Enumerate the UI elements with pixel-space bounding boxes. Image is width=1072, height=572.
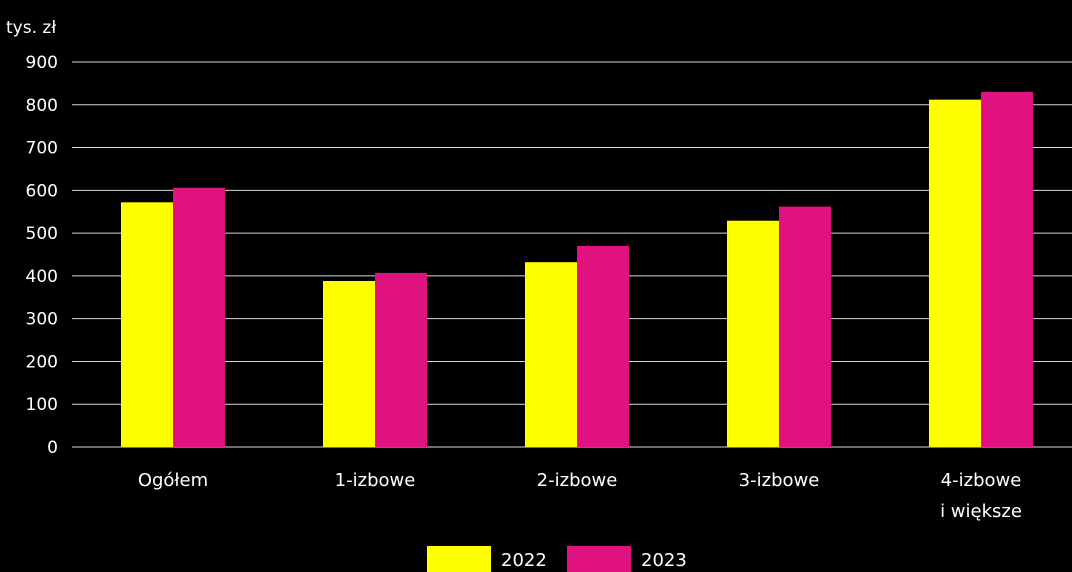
legend-swatch-2023 — [567, 546, 631, 572]
y-tick-label: 100 — [26, 395, 58, 415]
legend-swatch-2022 — [427, 546, 491, 572]
legend-label-2022: 2022 — [501, 550, 547, 571]
y-tick-label: 300 — [26, 310, 58, 330]
bar-2022-1 — [323, 281, 375, 447]
x-category-label: 1-izbowe — [335, 470, 416, 491]
bar-2023-1 — [375, 272, 427, 447]
y-tick-label: 700 — [26, 139, 58, 159]
bar-2023-3 — [779, 206, 831, 447]
bar-2023-0 — [173, 187, 225, 447]
y-tick-label: 0 — [47, 438, 58, 458]
y-axis-ticks: 0 100 200 300 400 500 600 700 800 900 — [26, 53, 58, 458]
bar-2022-4 — [929, 99, 981, 448]
bar-2022-0 — [121, 202, 173, 447]
bar-2023-2 — [577, 245, 629, 447]
bar-2022-3 — [727, 220, 779, 447]
y-tick-label: 200 — [26, 352, 58, 372]
x-category-label: 4-izbowe — [941, 470, 1022, 491]
y-tick-label: 400 — [26, 267, 58, 287]
y-tick-label: 800 — [26, 96, 58, 116]
x-category-label: 3-izbowe — [739, 470, 820, 491]
x-category-label: Ogółem — [138, 470, 208, 491]
y-tick-label: 600 — [26, 181, 58, 201]
x-axis-categories: Ogółem 1-izbowe 2-izbowe 3-izbowe 4-izbowe i … — [138, 470, 1022, 522]
bars — [121, 91, 1033, 448]
y-tick-label: 900 — [26, 53, 58, 73]
legend-label-2023: 2023 — [641, 550, 687, 571]
y-axis-unit-label: tys. zł — [6, 18, 56, 38]
bar-2022-2 — [525, 262, 577, 447]
legend: 2022 2023 — [427, 546, 687, 572]
y-tick-label: 500 — [26, 224, 58, 244]
bar-2023-4 — [981, 91, 1033, 447]
x-category-label: 2-izbowe — [537, 470, 618, 491]
x-category-label: i większe — [940, 501, 1022, 522]
